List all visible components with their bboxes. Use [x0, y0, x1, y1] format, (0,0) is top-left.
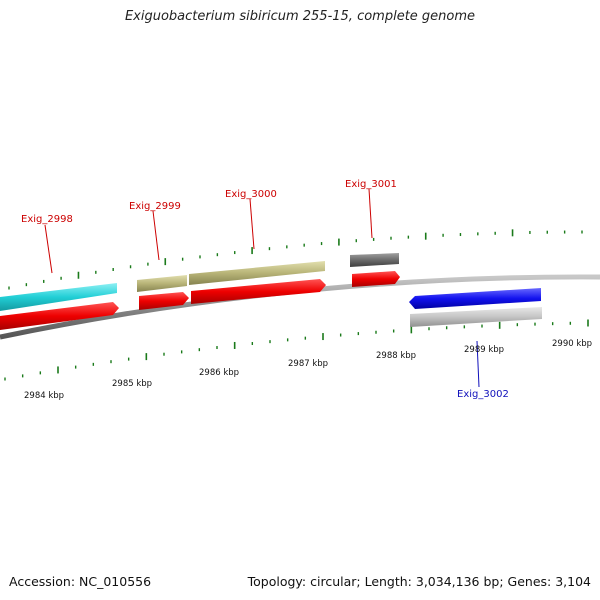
gene-arrow-red-4[interactable] [352, 271, 400, 287]
gene-label-exig-2999: Exig_2999 [129, 201, 181, 212]
cds-feature-khaki-1[interactable] [137, 275, 187, 292]
lower-tick-marks [4, 319, 589, 381]
leader-line-exig-2998 [44, 224, 53, 274]
scale-label-2985: 2985 kbp [112, 379, 152, 389]
gene-label-exig-3002: Exig_3002 [457, 389, 509, 400]
scale-label-2988: 2988 kbp [376, 351, 416, 361]
leader-line-exig-3001 [368, 188, 373, 239]
scale-label-2986: 2986 kbp [199, 368, 239, 378]
cds-feature-gray[interactable] [410, 307, 542, 327]
leader-line-exig-3002 [476, 340, 480, 388]
leader-line-exig-2999 [152, 210, 160, 261]
gene-arrow-red-3[interactable] [191, 279, 326, 304]
gene-arrow-blue[interactable] [409, 288, 541, 309]
leader-line-exig-3000 [249, 198, 255, 250]
cds-feature-cyan[interactable] [0, 283, 117, 311]
genome-summary-text: Topology: circular; Length: 3,034,136 bp… [247, 574, 591, 589]
gene-arrow-red-1[interactable] [0, 302, 119, 330]
scale-label-2989: 2989 kbp [464, 345, 504, 355]
cds-feature-khaki-2[interactable] [189, 261, 325, 285]
upper-tick-marks [8, 229, 583, 290]
gene-label-exig-3000: Exig_3000 [225, 189, 277, 200]
gene-arrow-red-2[interactable] [139, 292, 189, 310]
scale-label-2984: 2984 kbp [24, 391, 64, 401]
cds-feature-dark[interactable] [350, 253, 399, 267]
scale-label-2987: 2987 kbp [288, 359, 328, 369]
accession-text: Accession: NC_010556 [9, 574, 152, 589]
gene-label-exig-3001: Exig_3001 [345, 179, 397, 190]
gene-label-exig-2998: Exig_2998 [21, 214, 73, 225]
scale-label-2990: 2990 kbp [552, 339, 592, 349]
map-title: Exiguobacterium sibiricum 255-15, comple… [124, 9, 476, 24]
